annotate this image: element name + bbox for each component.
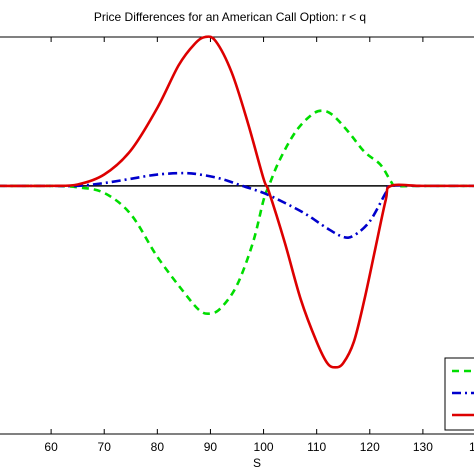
x-tick-label: 60 bbox=[44, 440, 58, 454]
x-tick-label-partial: 1 bbox=[469, 440, 474, 454]
x-tick-label: 80 bbox=[151, 440, 165, 454]
chart-title: Price Differences for an American Call O… bbox=[94, 10, 366, 24]
x-tick-label: 100 bbox=[254, 440, 274, 454]
plot-border bbox=[0, 36, 474, 435]
plot-frame bbox=[0, 36, 474, 435]
x-tick-label: 130 bbox=[413, 440, 433, 454]
legend bbox=[444, 357, 474, 431]
x-axis-label: S bbox=[253, 456, 261, 470]
x-tick-label: 110 bbox=[307, 440, 326, 454]
x-tick-label: 90 bbox=[204, 440, 218, 454]
x-tick-label: 70 bbox=[98, 440, 112, 454]
series-line-dashed bbox=[0, 109, 474, 316]
series-layer bbox=[0, 35, 474, 369]
series-line-dashdot bbox=[0, 171, 474, 239]
x-tick-label: 120 bbox=[360, 440, 380, 454]
series-line-solid bbox=[0, 35, 474, 369]
x-axis-ticks: 60 70 80 90 100 110 120 130 1 bbox=[44, 37, 474, 454]
